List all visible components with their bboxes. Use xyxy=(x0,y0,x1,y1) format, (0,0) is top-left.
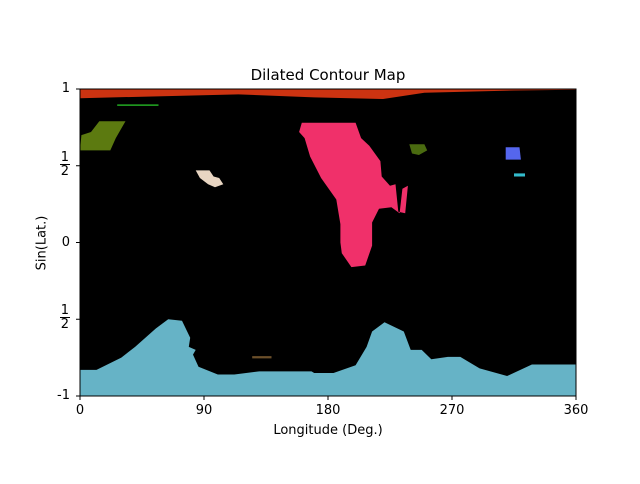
y-axis-label: Sin(Lat.) xyxy=(34,215,50,271)
contour-region-6 xyxy=(195,170,224,188)
x-axis-label: Longitude (Deg.) xyxy=(273,423,383,438)
x-tick-label: 180 xyxy=(315,403,341,418)
contour-region-5 xyxy=(117,104,159,106)
contour-region-10 xyxy=(252,356,272,359)
x-tick-label: 90 xyxy=(195,403,213,418)
x-tick-label: 360 xyxy=(563,403,589,418)
contour-region-3 xyxy=(299,122,408,268)
contour-region-9 xyxy=(514,173,525,177)
contour-region-8 xyxy=(505,147,521,160)
y-tick-label: 0 xyxy=(61,234,70,250)
contour-region-1 xyxy=(80,89,576,99)
x-tick-label: 270 xyxy=(439,403,465,418)
contour-region-7 xyxy=(409,144,428,155)
x-tick-label: 0 xyxy=(75,403,85,418)
y-tick-label: 1 xyxy=(61,81,70,96)
y-tick-label: -1 xyxy=(57,388,70,403)
chart-title: Dilated Contour Map xyxy=(250,66,406,84)
contour-region-4 xyxy=(80,121,126,151)
contour-region-2 xyxy=(80,319,576,396)
